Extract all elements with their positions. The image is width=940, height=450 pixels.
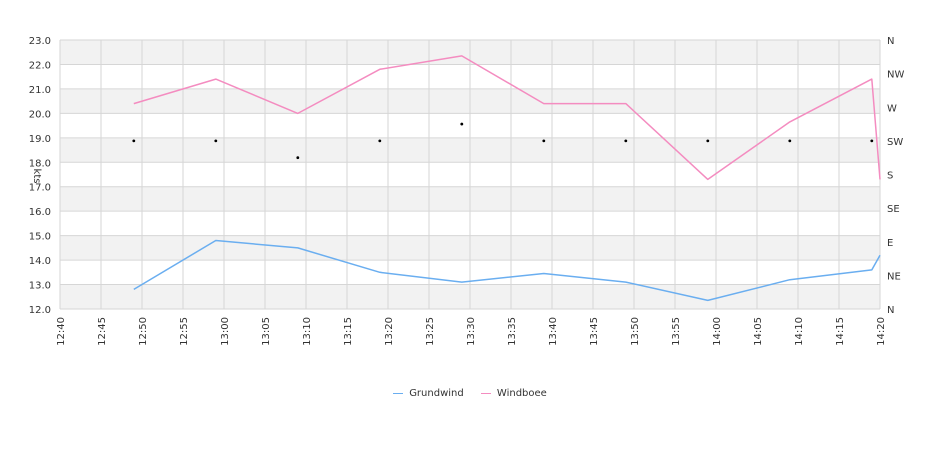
x-tick-label: 13:55 [671,317,682,346]
series-lines [133,55,881,302]
legend-swatch-windboee [480,393,491,394]
x-tick-label: 13:20 [384,317,395,346]
direction-tick-label: S [887,171,893,182]
x-tick-label: 13:10 [302,317,313,346]
x-tick-label: 14:10 [794,317,805,346]
direction-markers [132,122,874,160]
y-tick-label: 23.0 [29,36,51,47]
direction-tick-label: SE [887,204,900,215]
direction-point [214,139,218,143]
direction-point [460,122,464,126]
direction-point [624,139,628,143]
x-tick-label: 13:00 [220,317,231,346]
y-tick-label: 17.0 [29,183,51,194]
y-tick-label: 16.0 [29,207,51,218]
legend: Grundwind Windboee [0,386,940,399]
x-tick-label: 13:50 [630,317,641,346]
horizontal-gridlines [60,39,880,310]
direction-point [870,139,874,143]
x-tick-label: 12:50 [138,317,149,346]
y-tick-label: 13.0 [29,281,51,292]
direction-tick-label: E [887,238,893,249]
x-tick-label: 13:40 [548,317,559,346]
x-tick-label: 13:05 [261,317,272,346]
y-axis-label: kts [31,169,42,184]
x-tick-label: 13:45 [589,317,600,346]
y-tick-label: 21.0 [29,85,51,96]
legend-item-grundwind[interactable]: Grundwind [393,388,464,399]
direction-tick-label: NW [887,70,904,81]
x-tick-label: 12:40 [56,317,67,346]
x-tick-label: 13:15 [343,317,354,346]
x-tick-label: 14:00 [712,317,723,346]
x-tick-label: 14:20 [876,317,887,346]
series-line-windboee [133,55,881,181]
direction-tick-label: N [887,305,894,316]
legend-label-windboee: Windboee [496,388,547,399]
direction-tick-label: NE [887,271,901,282]
x-tick-label: 13:30 [466,317,477,346]
direction-axis-ticks: N NE E SE S SW W NW N [887,36,904,316]
y-tick-label: 15.0 [29,232,51,243]
x-tick-label: 14:05 [753,317,764,346]
x-tick-label: 12:45 [97,317,108,346]
direction-tick-label: W [887,103,897,114]
legend-label-grundwind: Grundwind [409,388,464,399]
y-axis-ticks: 12.0 13.0 14.0 15.0 16.0 17.0 18.0 19.0 20.0 21.0… [29,36,51,316]
y-tick-label: 14.0 [29,256,51,267]
legend-item-windboee[interactable]: Windboee [480,388,547,399]
series-line-grundwind [133,239,881,302]
y-tick-label: 18.0 [29,158,51,169]
x-tick-label: 13:25 [425,317,436,346]
x-tick-label: 14:15 [835,317,846,346]
y-tick-label: 12.0 [29,305,51,316]
direction-point [706,139,710,143]
y-tick-label: 22.0 [29,60,51,71]
direction-point [542,139,546,143]
direction-point [378,139,382,143]
direction-point [296,156,300,160]
direction-point [788,139,792,143]
direction-tick-label: N [887,36,894,47]
y-tick-label: 19.0 [29,134,51,145]
legend-swatch-grundwind [393,393,404,394]
x-axis-ticks: 12:40 12:45 12:50 12:55 13:00 13:05 13:10 13:15… [56,317,887,346]
direction-tick-label: SW [887,137,903,148]
direction-point [132,139,136,143]
y-tick-label: 20.0 [29,109,51,120]
vertical-gridlines [59,40,881,309]
x-tick-label: 12:55 [179,317,190,346]
x-tick-label: 13:35 [507,317,518,346]
